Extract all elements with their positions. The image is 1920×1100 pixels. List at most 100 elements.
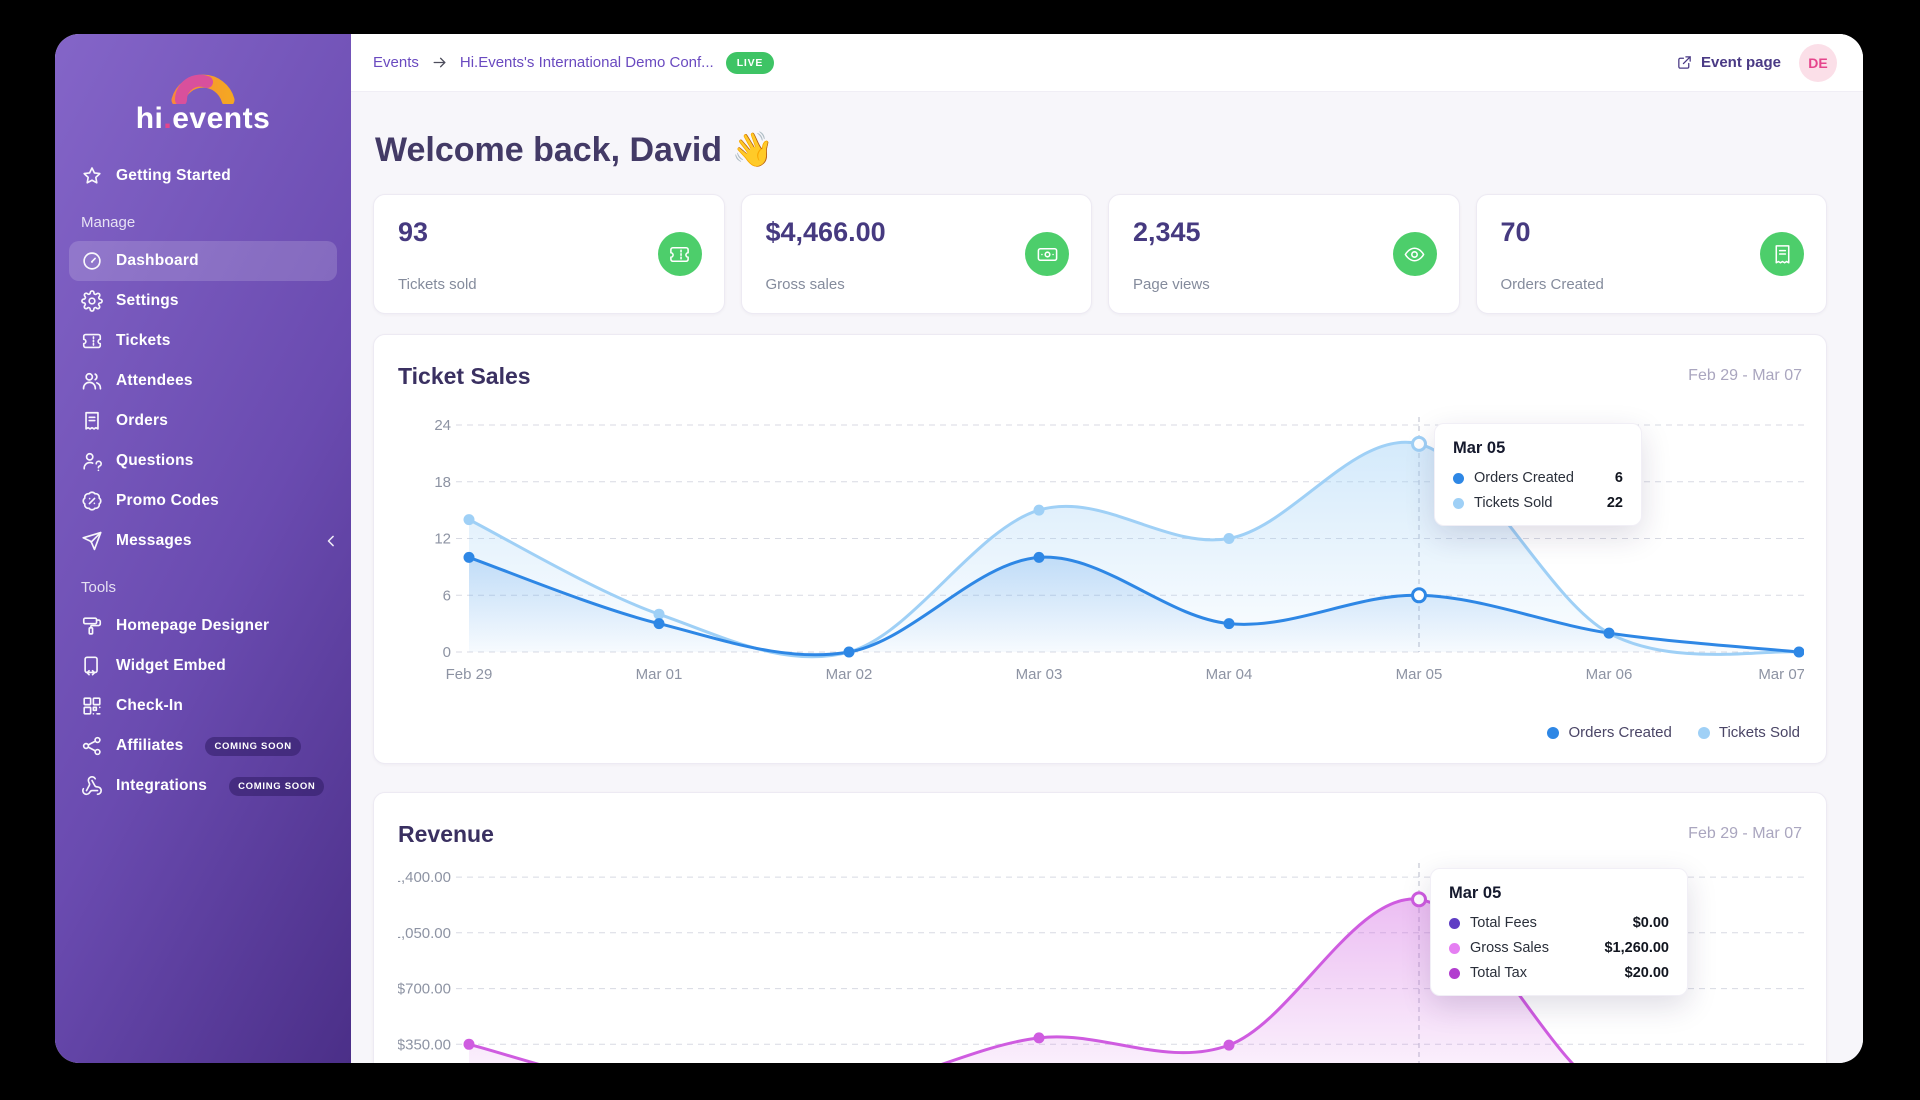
external-link-icon bbox=[1676, 54, 1693, 71]
topbar: Events Hi.Events's International Demo Co… bbox=[351, 34, 1863, 92]
chart-tooltip: Mar 05 Orders Created 6 Tickets Sold 22 bbox=[1434, 423, 1642, 526]
svg-text:Mar 01: Mar 01 bbox=[636, 666, 683, 683]
send-icon bbox=[81, 530, 103, 552]
logo-rainbow-icon bbox=[171, 74, 235, 104]
main-content: Events Hi.Events's International Demo Co… bbox=[351, 34, 1863, 1063]
app-logo[interactable]: hi.events bbox=[69, 62, 337, 134]
dashboard-scroll-area[interactable]: Welcome back, David 👋 93 Tickets sold $4… bbox=[351, 92, 1863, 1063]
breadcrumb-events-link[interactable]: Events bbox=[373, 54, 419, 71]
sidebar-item-affiliates[interactable]: Affiliates COMING SOON bbox=[69, 726, 337, 766]
ticket-sales-chart-card: Ticket Sales Feb 29 - Mar 07 0 6 12 18 24 Feb… bbox=[373, 334, 1827, 764]
tooltip-series-label: Total Tax bbox=[1470, 965, 1527, 981]
tooltip-row: Gross Sales $1,260.00 bbox=[1449, 940, 1669, 956]
stat-card: $4,466.00 Gross sales bbox=[740, 194, 1092, 314]
event-page-link[interactable]: Event page bbox=[1676, 54, 1781, 71]
legend-label: Orders Created bbox=[1568, 724, 1672, 741]
legend-dot-icon bbox=[1697, 726, 1710, 739]
stat-card: 93 Tickets sold bbox=[373, 194, 725, 314]
tooltip-series-label: Orders Created bbox=[1474, 470, 1574, 486]
page-title: Welcome back, David 👋 bbox=[375, 131, 774, 169]
arrow-right-icon bbox=[431, 54, 448, 71]
svg-text:Mar 02: Mar 02 bbox=[826, 666, 873, 683]
stat-value: 2,345 bbox=[1133, 217, 1201, 247]
stat-label: Page views bbox=[1133, 276, 1210, 293]
svg-text:Feb 29: Feb 29 bbox=[446, 666, 493, 683]
chart-tooltip: Mar 05 Total Fees $0.00 Gross Sales $1,2… bbox=[1430, 868, 1688, 996]
paint-roller-icon bbox=[81, 615, 103, 637]
svg-text:Mar 07: Mar 07 bbox=[1758, 666, 1804, 683]
series-dot-icon bbox=[1449, 917, 1460, 929]
promo-icon bbox=[81, 490, 103, 512]
widget-embed-icon bbox=[81, 655, 103, 677]
chart-title: Revenue bbox=[398, 820, 494, 847]
sidebar-item-attendees[interactable]: Attendees bbox=[69, 361, 337, 401]
svg-text:$1,400.00: $1,400.00 bbox=[398, 869, 451, 886]
user-avatar[interactable]: DE bbox=[1799, 43, 1837, 82]
sidebar-item-label: Dashboard bbox=[116, 252, 199, 269]
stat-label: Gross sales bbox=[765, 276, 845, 293]
dashboard-icon bbox=[81, 250, 103, 272]
tooltip-series-value: $0.00 bbox=[1632, 915, 1669, 931]
revenue-chart[interactable]: $350.00$700.00$1,050.00$1,400.00Feb 29Ma… bbox=[384, 853, 1804, 1063]
legend-label: Tickets Sold bbox=[1718, 724, 1800, 741]
qr-code-icon bbox=[81, 695, 103, 717]
tooltip-series-value: $1,260.00 bbox=[1604, 940, 1669, 956]
stats-row: 93 Tickets sold $4,466.00 Gross sales 2,… bbox=[373, 194, 1827, 314]
sidebar-item-settings[interactable]: Settings bbox=[69, 281, 337, 321]
tooltip-series-value: $20.00 bbox=[1624, 965, 1669, 981]
sidebar-item-messages[interactable]: Messages bbox=[69, 521, 337, 561]
app-window: hi.events Getting Started Manage Dashboa… bbox=[55, 34, 1863, 1063]
legend-item[interactable]: Orders Created bbox=[1547, 724, 1672, 741]
breadcrumb: Events Hi.Events's International Demo Co… bbox=[373, 51, 775, 74]
sidebar-item-homepage-designer[interactable]: Homepage Designer bbox=[69, 606, 337, 646]
logo-text: hi.events bbox=[135, 102, 271, 135]
stat-value: 70 bbox=[1500, 217, 1531, 247]
affiliates-icon bbox=[81, 735, 103, 757]
receipt-icon bbox=[1760, 232, 1804, 276]
sidebar-item-promo-codes[interactable]: Promo Codes bbox=[69, 481, 337, 521]
chart-legend: Orders Created Tickets Sold bbox=[1547, 724, 1800, 741]
sidebar-item-integrations[interactable]: Integrations COMING SOON bbox=[69, 766, 337, 806]
sidebar-item-label: Check-In bbox=[116, 697, 184, 714]
stat-label: Tickets sold bbox=[398, 276, 477, 293]
sidebar-item-questions[interactable]: Questions bbox=[69, 441, 337, 481]
sidebar-item-label: Promo Codes bbox=[116, 492, 219, 509]
tooltip-row: Total Fees $0.00 bbox=[1449, 915, 1669, 931]
sidebar-item-widget-embed[interactable]: Widget Embed bbox=[69, 646, 337, 686]
svg-text:$1,050.00: $1,050.00 bbox=[398, 925, 451, 942]
tooltip-row: Tickets Sold 22 bbox=[1453, 495, 1623, 511]
tooltip-row: Orders Created 6 bbox=[1453, 470, 1623, 486]
breadcrumb-current-event[interactable]: Hi.Events's International Demo Conf... bbox=[459, 54, 714, 71]
chart-date-range: Feb 29 - Mar 07 bbox=[1688, 367, 1802, 384]
legend-dot-icon bbox=[1547, 726, 1560, 739]
svg-text:Mar 05: Mar 05 bbox=[1396, 666, 1443, 683]
chart-title: Ticket Sales bbox=[398, 362, 531, 389]
revenue-chart-card: Revenue Feb 29 - Mar 07 $350.00 $700.00 $1… bbox=[373, 792, 1827, 1063]
tooltip-series-label: Gross Sales bbox=[1470, 940, 1549, 956]
svg-text:18: 18 bbox=[434, 474, 451, 491]
series-dot-icon bbox=[1449, 967, 1460, 979]
ticket-icon bbox=[81, 330, 103, 352]
sidebar-item-label: Homepage Designer bbox=[116, 617, 270, 634]
sidebar-item-dashboard[interactable]: Dashboard bbox=[69, 241, 337, 281]
svg-text:6: 6 bbox=[443, 587, 451, 604]
event-page-label: Event page bbox=[1700, 54, 1781, 71]
sidebar-item-orders[interactable]: Orders bbox=[69, 401, 337, 441]
chevron-left-icon[interactable] bbox=[321, 531, 341, 551]
tooltip-series-label: Total Fees bbox=[1470, 915, 1537, 931]
live-status-badge: LIVE bbox=[725, 51, 775, 74]
tooltip-series-label: Tickets Sold bbox=[1474, 495, 1553, 511]
sidebar-item-label: Messages bbox=[116, 532, 192, 549]
sidebar-item-label: Tickets bbox=[116, 332, 171, 349]
attendees-icon bbox=[81, 370, 103, 392]
sidebar-item-check-in[interactable]: Check-In bbox=[69, 686, 337, 726]
svg-text:Mar 04: Mar 04 bbox=[1206, 666, 1253, 683]
sidebar-item-getting-started[interactable]: Getting Started bbox=[69, 156, 337, 196]
integrations-icon bbox=[81, 775, 103, 797]
coming-soon-badge: COMING SOON bbox=[205, 736, 301, 756]
legend-item[interactable]: Tickets Sold bbox=[1697, 724, 1800, 741]
stat-label: Orders Created bbox=[1500, 276, 1604, 293]
sidebar-item-tickets[interactable]: Tickets bbox=[69, 321, 337, 361]
series-dot-icon bbox=[1453, 497, 1464, 509]
